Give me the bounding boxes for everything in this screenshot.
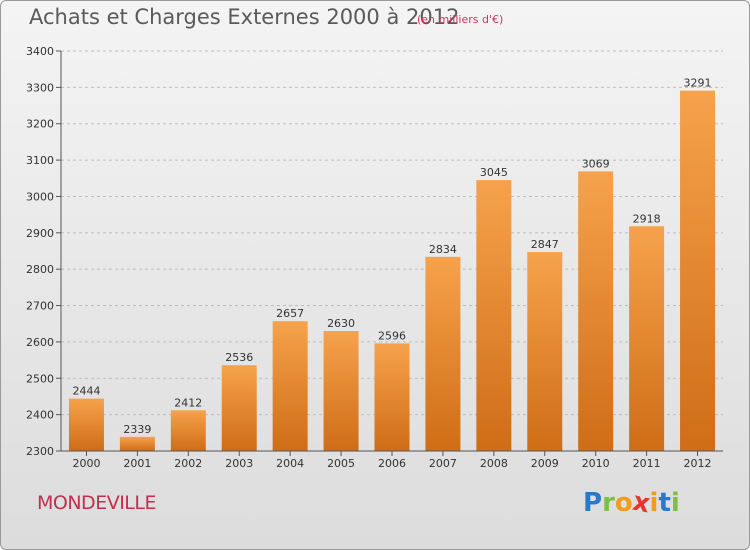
y-tick-label: 2400 <box>26 409 54 422</box>
x-tick-label: 2005 <box>327 457 355 470</box>
x-tick-label: 2003 <box>225 457 253 470</box>
x-tick-label: 2011 <box>633 457 661 470</box>
data-label-2008: 3045 <box>480 166 508 179</box>
bar-2012 <box>680 90 716 452</box>
data-label-2002: 2412 <box>174 396 202 409</box>
bar-2004 <box>272 321 308 451</box>
y-tick-label: 2800 <box>26 263 54 276</box>
y-tick-label: 2300 <box>26 445 54 458</box>
x-tick-label: 2009 <box>531 457 559 470</box>
logo-letter: r <box>602 488 615 518</box>
bar-2000 <box>68 398 104 451</box>
data-label-2010: 3069 <box>582 157 610 170</box>
bar-2005 <box>323 331 359 451</box>
y-tick-label: 2900 <box>26 227 54 240</box>
y-tick-label: 3000 <box>26 190 54 203</box>
bar-2009 <box>527 252 563 451</box>
y-tick-label: 3400 <box>26 45 54 58</box>
bar-2003 <box>221 365 257 451</box>
data-label-2000: 2444 <box>72 385 100 398</box>
logo-letter: t <box>658 488 671 518</box>
data-label-2005: 2630 <box>327 317 355 330</box>
bar-2011 <box>629 226 665 451</box>
town-name: MONDEVILLE <box>37 492 156 514</box>
bar-2006 <box>374 343 410 451</box>
x-tick-label: 2010 <box>582 457 610 470</box>
data-label-2012: 3291 <box>684 77 712 90</box>
data-label-2009: 2847 <box>531 238 559 251</box>
logo-letter: i <box>670 488 680 518</box>
logo-letter: P <box>583 488 603 518</box>
data-label-2001: 2339 <box>123 423 151 436</box>
chart-subtitle: (en milliers d'€) <box>417 13 504 26</box>
data-label-2006: 2596 <box>378 329 406 342</box>
x-tick-label: 2000 <box>72 457 100 470</box>
y-tick-label: 2600 <box>26 336 54 349</box>
bar-2010 <box>578 171 614 451</box>
x-tick-label: 2007 <box>429 457 457 470</box>
axes: 2300 2400 2500 2600 2700 2800 2900 3000 3100 3200… <box>26 45 723 470</box>
logo-letter: o <box>614 488 633 518</box>
bar-2002 <box>170 410 206 451</box>
data-label-2011: 2918 <box>633 212 661 225</box>
bar-2001 <box>119 436 155 451</box>
data-label-2004: 2657 <box>276 307 304 320</box>
y-tick-label: 2700 <box>26 300 54 313</box>
logo-letter: i <box>649 488 659 518</box>
y-tick-label: 2500 <box>26 372 54 385</box>
y-tick-label: 3100 <box>26 154 54 167</box>
proxiti-logo: Proxiti <box>583 487 680 520</box>
bar-2008 <box>476 180 512 451</box>
y-tick-label: 3300 <box>26 81 54 94</box>
x-tick-label: 2002 <box>174 457 202 470</box>
bar-2007 <box>425 256 461 451</box>
chart-title: Achats et Charges Externes 2000 à 2012 <box>29 5 460 29</box>
data-label-2007: 2834 <box>429 243 457 256</box>
x-tick-label: 2012 <box>684 457 712 470</box>
y-tick-label: 3200 <box>26 118 54 131</box>
x-tick-label: 2008 <box>480 457 508 470</box>
data-labels: 2444 2339 2412 2536 2657 2630 2596 2834 3045 2847… <box>72 77 711 436</box>
x-tick-label: 2006 <box>378 457 406 470</box>
x-tick-label: 2004 <box>276 457 304 470</box>
x-tick-label: 2001 <box>123 457 151 470</box>
bars <box>68 90 716 452</box>
data-label-2003: 2536 <box>225 351 253 364</box>
